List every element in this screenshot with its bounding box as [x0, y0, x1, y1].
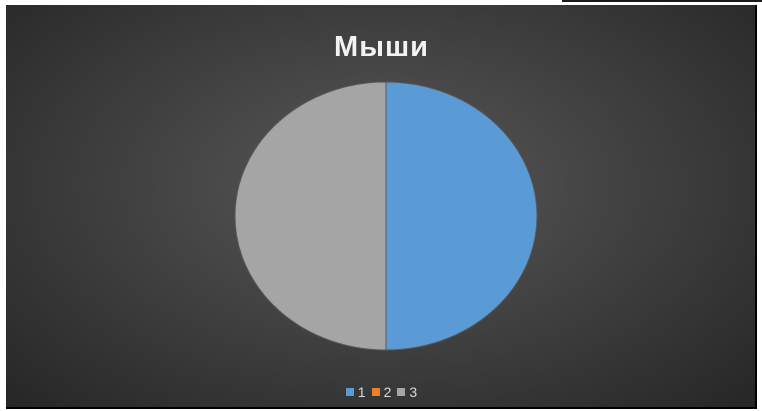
legend-label: 1 [357, 384, 366, 400]
pie-chart [234, 81, 538, 351]
legend-label: 2 [383, 384, 392, 400]
legend-swatch [371, 388, 380, 396]
chart-area: Мыши 1 2 3 [6, 5, 757, 409]
pie-slice-3 [234, 81, 387, 351]
pie-slice-1 [385, 81, 538, 351]
top-border-line [562, 0, 762, 2]
legend-swatch [397, 388, 406, 396]
chart-legend: 1 2 3 [6, 383, 757, 400]
legend-item-1: 1 [345, 384, 366, 400]
chart-title: Мыши [334, 31, 429, 63]
legend-swatch [345, 388, 354, 396]
legend-label: 3 [409, 384, 418, 400]
legend-item-3: 3 [397, 384, 417, 400]
legend-item-2: 2 [371, 384, 392, 400]
